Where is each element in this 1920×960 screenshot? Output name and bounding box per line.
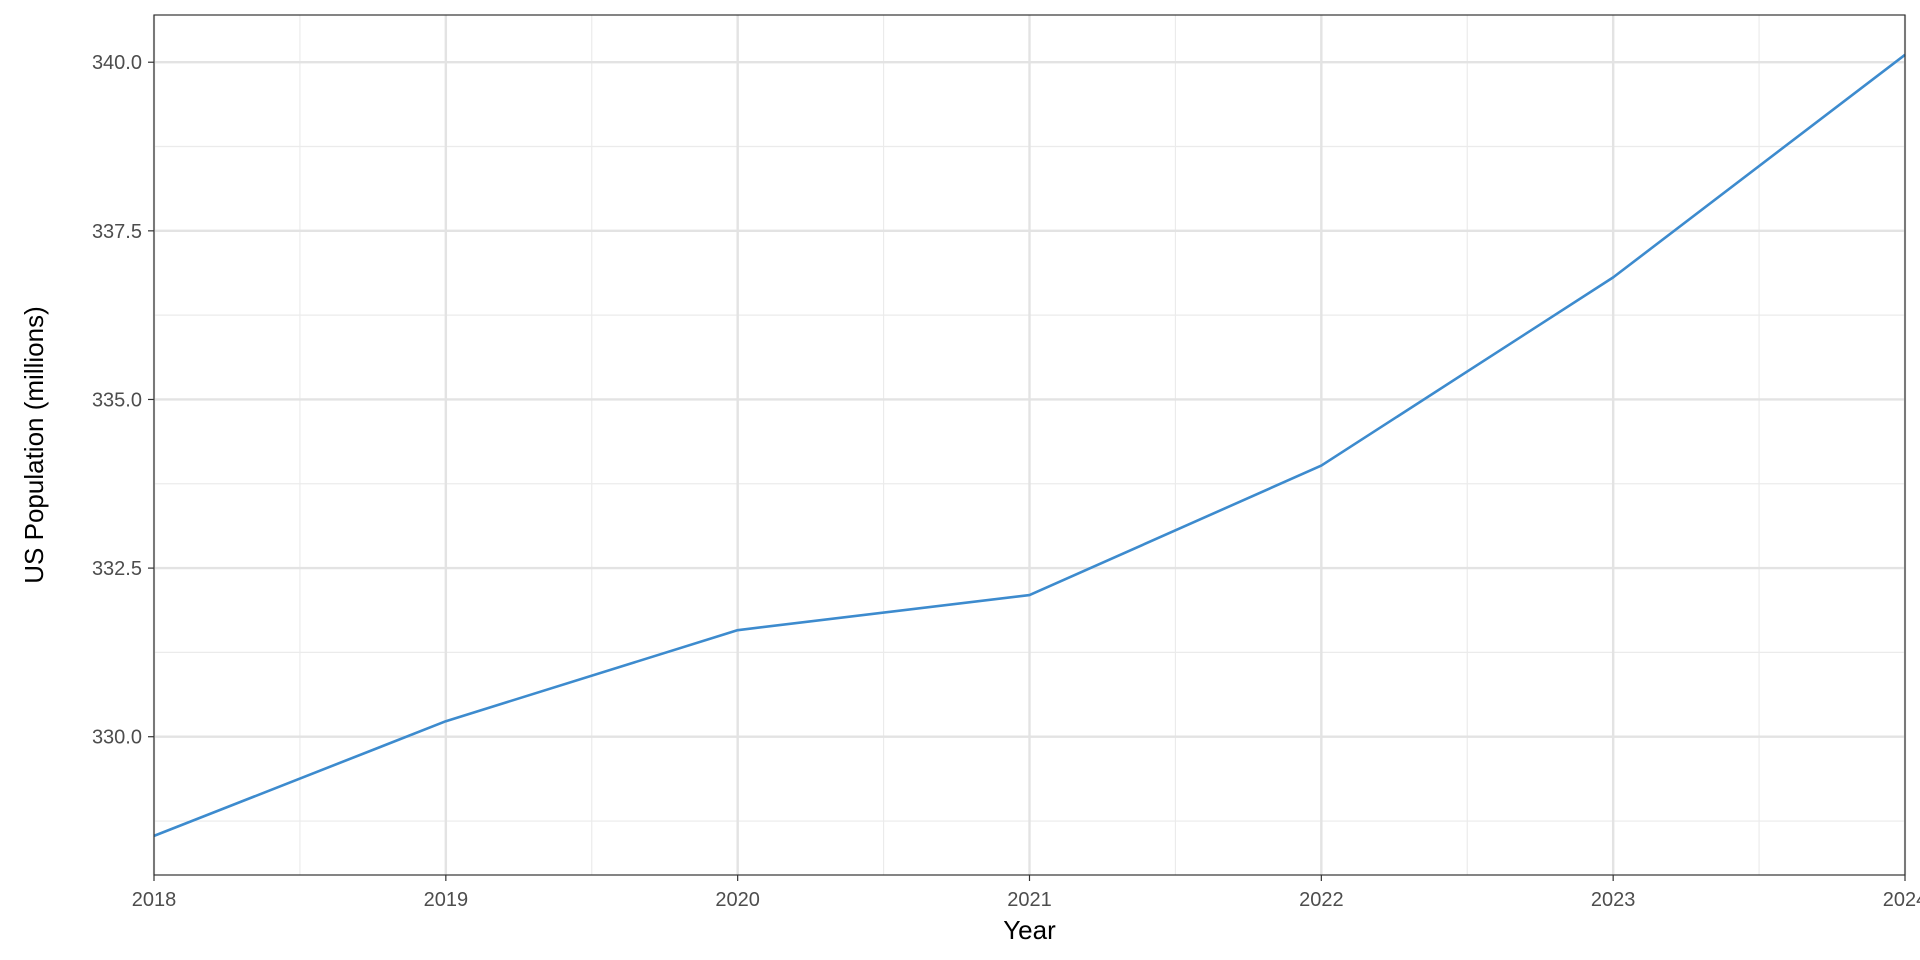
y-axis-title: US Population (millions) bbox=[19, 306, 49, 583]
x-axis-ticks: 2018 2019 2020 2021 2022 2023 2024 bbox=[132, 875, 1920, 911]
series-layer bbox=[153, 53, 1906, 838]
y-tick-label: 330.0 bbox=[92, 727, 142, 749]
series-line-0 bbox=[153, 53, 1906, 838]
major-gridlines bbox=[152, 15, 1907, 875]
x-tick-label: 2019 bbox=[424, 889, 469, 911]
x-tick-label: 2022 bbox=[1299, 889, 1344, 911]
x-tick-label: 2023 bbox=[1591, 889, 1636, 911]
y-tick-label: 335.0 bbox=[92, 389, 142, 411]
x-tick-label: 2018 bbox=[132, 889, 177, 911]
y-tick-label: 340.0 bbox=[92, 52, 142, 74]
x-tick-label: 2021 bbox=[1007, 889, 1052, 911]
y-axis-ticks: 330.0 332.5 335.0 337.5 340.0 bbox=[92, 52, 154, 749]
x-tick-label: 2024 bbox=[1883, 889, 1920, 911]
x-tick-label: 2020 bbox=[715, 889, 760, 911]
y-tick-label: 337.5 bbox=[92, 221, 142, 243]
y-tick-label: 332.5 bbox=[92, 558, 142, 580]
x-axis-title: Year bbox=[1003, 915, 1056, 945]
